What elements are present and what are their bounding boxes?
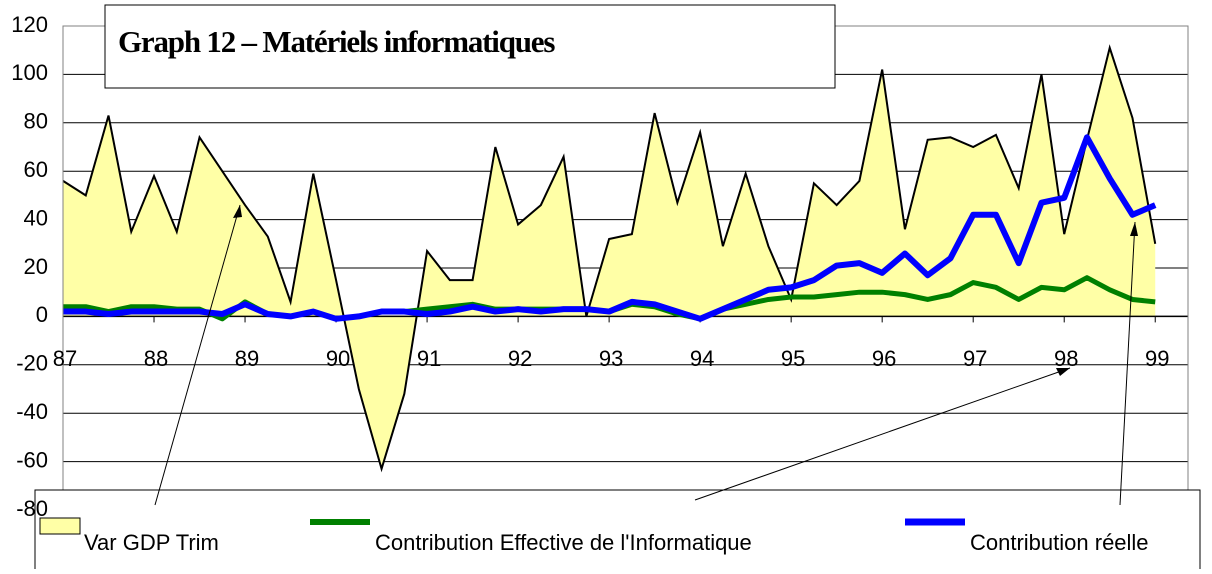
annotation-arrow: [154, 204, 241, 506]
arrow-head: [1056, 368, 1070, 376]
annotation-arrow: [1119, 221, 1136, 506]
y-tick-label: -20: [16, 351, 48, 376]
x-tick-label: 95: [781, 346, 805, 371]
x-tick-label: 89: [235, 346, 259, 371]
x-tick-label: 92: [508, 346, 532, 371]
line: [63, 134, 1157, 322]
title-box: [104, 4, 836, 89]
legend: Var GDP Trim Contribution Effective de l'…: [39, 517, 1149, 555]
legend-box: [34, 489, 1201, 574]
legend-label: Var GDP Trim: [84, 530, 219, 555]
y-tick-label: 100: [11, 60, 48, 85]
x-tick-label: 93: [599, 346, 623, 371]
x-tick-label: 90: [326, 346, 350, 371]
x-tick-label: 96: [872, 346, 896, 371]
x-tick-label: 87: [53, 346, 77, 371]
y-tick-label: -60: [16, 447, 48, 472]
y-tick-label: 40: [24, 205, 48, 230]
x-tick-label: 94: [690, 346, 714, 371]
y-tick-label: 60: [24, 157, 48, 182]
y-tick-label: -80: [16, 496, 48, 521]
x-tick-label: 97: [963, 346, 987, 371]
x-tick-label: 91: [417, 346, 441, 371]
x-tick-label: 88: [144, 346, 168, 371]
legend-label: Contribution réelle: [970, 530, 1149, 555]
x-tick-label: 99: [1145, 346, 1169, 371]
legend-swatch: [39, 517, 81, 535]
area: [63, 47, 1156, 469]
x-tick-label: 98: [1054, 346, 1078, 371]
y-tick-label: 20: [24, 254, 48, 279]
chart-title: Graph 12 – Matériels informatiques: [118, 24, 555, 59]
arrow-head: [1130, 222, 1138, 236]
annotation-arrow: [694, 367, 1071, 501]
y-tick-label: 80: [24, 109, 48, 134]
legend-label: Contribution Effective de l'Informatique: [375, 530, 752, 555]
y-tick-label: 120: [11, 12, 48, 37]
y-tick-label: 0: [36, 302, 48, 327]
y-tick-label: -40: [16, 399, 48, 424]
arrow-head: [233, 205, 242, 218]
plot-layer: [62, 25, 1188, 511]
area-outline: [62, 44, 1157, 473]
